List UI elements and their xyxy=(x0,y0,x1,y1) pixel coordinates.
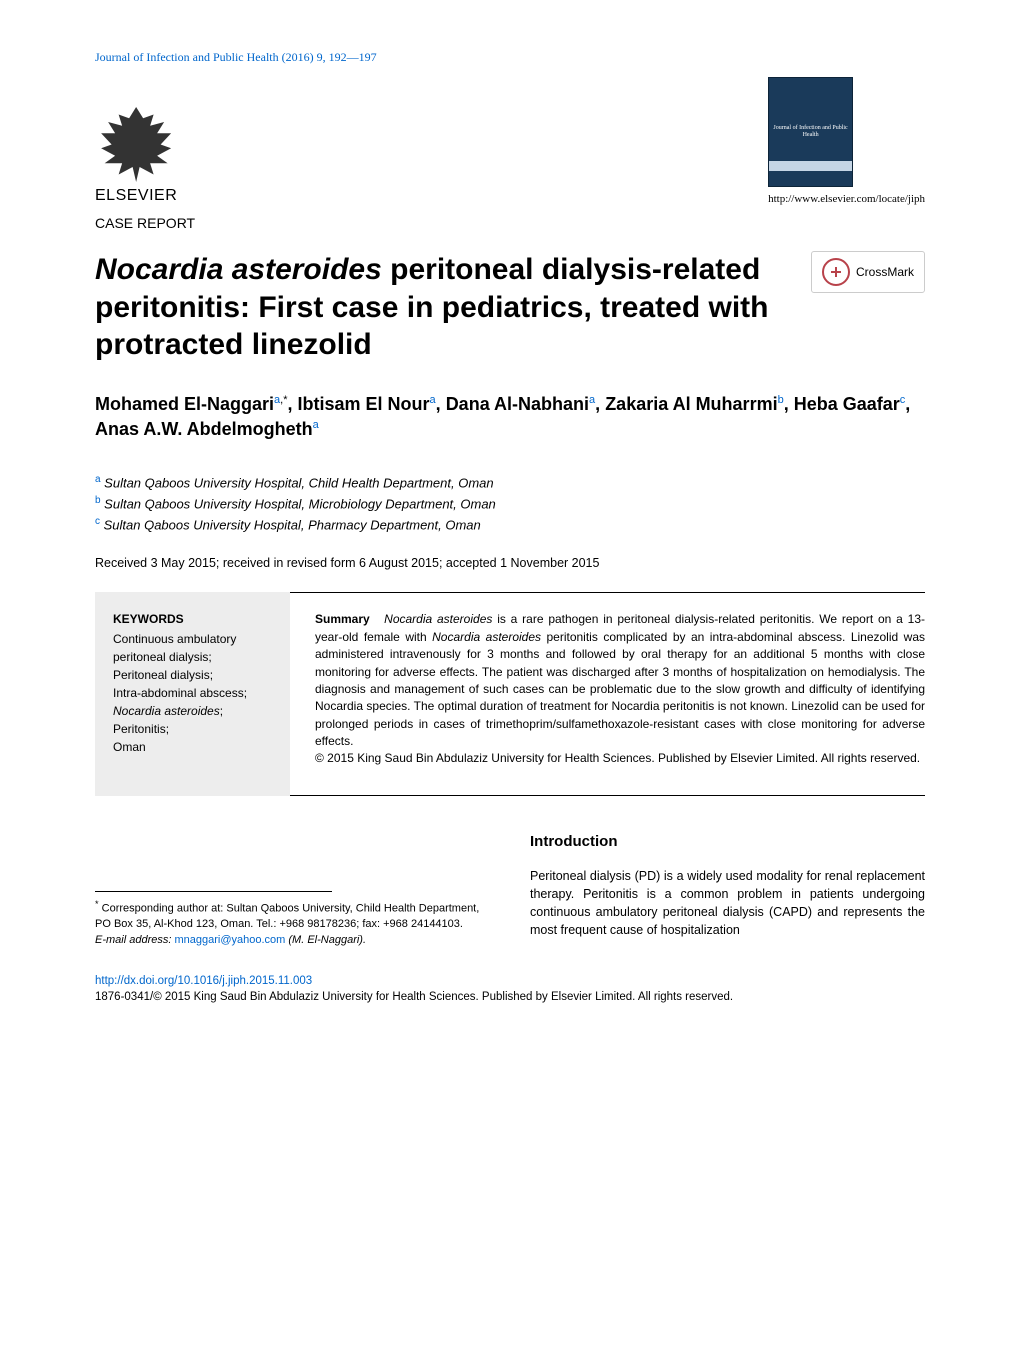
lower-columns: * Corresponding author at: Sultan Qaboos… xyxy=(95,831,925,948)
summary-heading: Summary xyxy=(315,612,370,626)
author-name: Anas A.W. Abdelmogheth xyxy=(95,419,313,439)
affiliation-item: c Sultan Qaboos University Hospital, Pha… xyxy=(95,514,925,535)
article-dates: Received 3 May 2015; received in revised… xyxy=(95,556,925,570)
lower-left-column: * Corresponding author at: Sultan Qaboos… xyxy=(95,831,490,948)
footnote-divider xyxy=(95,891,332,892)
keyword-item: Peritoneal dialysis; xyxy=(113,666,272,684)
summary-body: Nocardia asteroides is a rare pathogen i… xyxy=(315,612,925,748)
affiliation-item: a Sultan Qaboos University Hospital, Chi… xyxy=(95,472,925,493)
keyword-item: Nocardia asteroides; xyxy=(113,702,272,720)
issn-copyright: 1876-0341/© 2015 King Saud Bin Abdulaziz… xyxy=(95,991,925,1003)
keywords-heading: KEYWORDS xyxy=(113,610,272,628)
summary-copyright: © 2015 King Saud Bin Abdulaziz Universit… xyxy=(315,751,920,765)
summary-italic-term: Nocardia asteroides xyxy=(432,630,541,644)
keyword-item: Intra-abdominal abscess; xyxy=(113,684,272,702)
article-type-label: CASE REPORT xyxy=(95,215,925,231)
email-author-name: (M. El-Naggari). xyxy=(288,934,366,946)
author-name: Dana Al-Nabhani xyxy=(446,394,589,414)
lower-right-column: Introduction Peritoneal dialysis (PD) is… xyxy=(530,831,925,948)
keywords-list: Continuous ambulatory peritoneal dialysi… xyxy=(113,630,272,756)
corresponding-star-icon: * xyxy=(95,899,99,909)
corresponding-star-icon: * xyxy=(283,394,287,406)
author-affiliation-marker: a xyxy=(430,394,436,406)
article-title: Nocardia asteroides peritoneal dialysis-… xyxy=(95,251,811,364)
corresponding-author-note: * Corresponding author at: Sultan Qaboos… xyxy=(95,898,490,932)
elsevier-tree-icon xyxy=(101,107,171,182)
email-line: E-mail address: mnaggari@yahoo.com (M. E… xyxy=(95,933,490,949)
abstract-container: KEYWORDS Continuous ambulatory peritonea… xyxy=(95,592,925,796)
author-affiliation-marker: a xyxy=(589,394,595,406)
email-label: E-mail address: xyxy=(95,934,171,946)
author-name: Zakaria Al Muharrmi xyxy=(605,394,777,414)
journal-reference[interactable]: Journal of Infection and Public Health (… xyxy=(95,50,925,65)
author-affiliation-marker: b xyxy=(778,394,784,406)
author-name: Heba Gaafar xyxy=(794,394,900,414)
affiliation-item: b Sultan Qaboos University Hospital, Mic… xyxy=(95,493,925,514)
crossmark-icon xyxy=(822,258,850,286)
affiliation-key: c xyxy=(95,516,100,527)
crossmark-label: CrossMark xyxy=(856,265,914,279)
publisher-logo-block[interactable]: ELSEVIER xyxy=(95,107,177,205)
corresponding-email-link[interactable]: mnaggari@yahoo.com xyxy=(174,934,285,946)
journal-cover-thumbnail[interactable]: Journal of Infection and Public Health xyxy=(768,77,853,187)
journal-locate-url[interactable]: http://www.elsevier.com/locate/jiph xyxy=(768,193,925,205)
keyword-item: Continuous ambulatory peritoneal dialysi… xyxy=(113,630,272,666)
summary-italic-term: Nocardia asteroides xyxy=(384,612,492,626)
page-footer: http://dx.doi.org/10.1016/j.jiph.2015.11… xyxy=(95,971,925,1003)
affiliation-list: a Sultan Qaboos University Hospital, Chi… xyxy=(95,472,925,534)
summary-column: Summary Nocardia asteroides is a rare pa… xyxy=(290,592,925,796)
introduction-heading: Introduction xyxy=(530,831,925,853)
keyword-item: Peritonitis; xyxy=(113,720,272,738)
title-italic-species: Nocardia asteroides xyxy=(95,253,382,286)
doi-link[interactable]: http://dx.doi.org/10.1016/j.jiph.2015.11… xyxy=(95,975,312,987)
introduction-body: Peritoneal dialysis (PD) is a widely use… xyxy=(530,867,925,940)
affiliation-key: a xyxy=(95,474,101,485)
author-affiliation-marker: a xyxy=(313,419,319,431)
author-affiliation-marker: c xyxy=(900,394,906,406)
keyword-item: Oman xyxy=(113,738,272,756)
title-row: Nocardia asteroides peritoneal dialysis-… xyxy=(95,251,925,364)
author-name: Ibtisam El Nour xyxy=(298,394,430,414)
affiliation-key: b xyxy=(95,495,101,506)
keywords-column: KEYWORDS Continuous ambulatory peritonea… xyxy=(95,592,290,796)
publisher-name: ELSEVIER xyxy=(95,187,177,205)
crossmark-badge[interactable]: CrossMark xyxy=(811,251,925,293)
corresponding-text: Corresponding author at: Sultan Qaboos U… xyxy=(95,903,479,930)
author-name: Mohamed El-Naggari xyxy=(95,394,274,414)
author-list: Mohamed El-Naggaria,*, Ibtisam El Noura,… xyxy=(95,392,925,442)
journal-cover-title: Journal of Infection and Public Health xyxy=(769,123,852,140)
header-row: ELSEVIER Journal of Infection and Public… xyxy=(95,77,925,205)
journal-cover-block: Journal of Infection and Public Health h… xyxy=(768,77,925,205)
journal-cover-band xyxy=(769,161,852,171)
